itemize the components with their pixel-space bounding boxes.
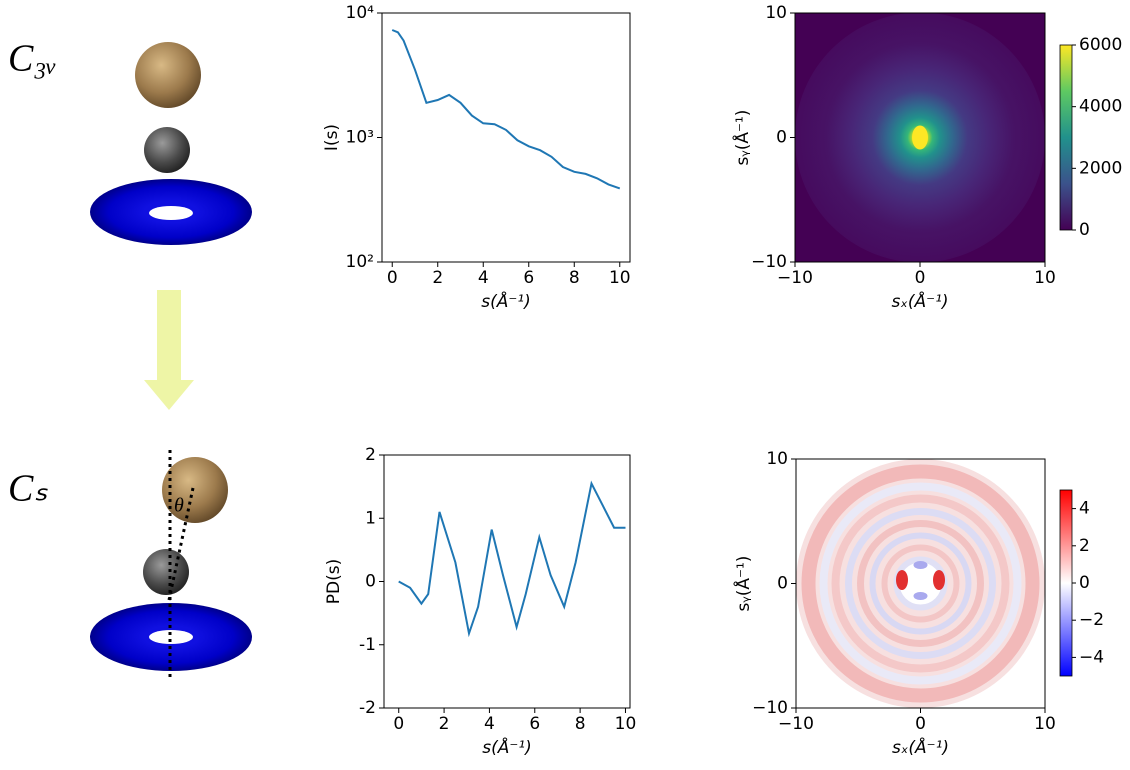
x-axis-label: sₓ(Å⁻¹) — [891, 290, 948, 312]
colorbar-tick-label: 6000 — [1079, 35, 1122, 55]
x-axis-label: sₓ(Å⁻¹) — [892, 736, 949, 758]
x-tick-label: 0 — [387, 268, 398, 288]
x-tick-label: 8 — [575, 714, 586, 734]
illustration-cs — [90, 450, 252, 680]
y-tick-label: 0 — [777, 574, 788, 594]
x-tick-label: 6 — [523, 268, 534, 288]
axes-frame — [382, 13, 630, 262]
data-line — [399, 484, 626, 634]
y-tick-label: 1 — [365, 508, 376, 528]
colorbar — [1060, 490, 1072, 676]
symmetry-label: Cₛ — [8, 468, 48, 510]
x-tick-label: 8 — [569, 268, 580, 288]
x-axis-label: s(Å⁻¹) — [482, 736, 532, 758]
symmetry-label: C₃ᵥ — [8, 38, 57, 80]
colorbar-tick-label: −4 — [1079, 647, 1104, 667]
data-line — [392, 30, 620, 188]
y-axis-label: sᵧ(Å⁻¹) — [732, 556, 754, 612]
colorbar-tick-label: 2 — [1079, 536, 1090, 556]
y-axis-label: sᵧ(Å⁻¹) — [731, 110, 753, 166]
x-tick-label: 4 — [484, 714, 495, 734]
x-tick-label: 10 — [1034, 714, 1056, 734]
colorbar-tick-label: −2 — [1079, 610, 1104, 630]
illustration-c3v — [90, 42, 252, 245]
x-tick-label: 6 — [529, 714, 540, 734]
axes-frame — [384, 455, 630, 708]
y-tick-label: 10⁴ — [346, 3, 375, 23]
x-tick-label: 2 — [439, 714, 450, 734]
y-tick-label: -2 — [359, 698, 376, 718]
x-tick-label: 0 — [393, 714, 404, 734]
x-tick-label: 0 — [915, 268, 926, 288]
y-tick-label: 10³ — [346, 128, 374, 148]
y-axis-label: PD(s) — [324, 559, 344, 604]
colorbar-tick-label: 4 — [1079, 499, 1090, 519]
x-tick-label: 2 — [432, 268, 443, 288]
colorbar — [1060, 45, 1072, 230]
x-tick-label: 10 — [609, 268, 631, 288]
angle-label: θ — [174, 495, 184, 517]
transition-arrow — [144, 290, 194, 410]
x-tick-label: 0 — [915, 714, 926, 734]
x-axis-label: s(Å⁻¹) — [481, 290, 531, 312]
colorbar-tick-label: 2000 — [1079, 158, 1122, 178]
y-tick-label: −10 — [751, 252, 787, 272]
y-tick-label: -1 — [359, 635, 376, 655]
y-tick-label: 0 — [776, 128, 787, 148]
y-tick-label: 10 — [765, 3, 787, 23]
y-tick-label: 2 — [365, 445, 376, 465]
x-tick-label: 10 — [1034, 268, 1056, 288]
y-tick-label: −10 — [752, 698, 788, 718]
colorbar-tick-label: 4000 — [1079, 97, 1122, 117]
y-tick-label: 10 — [766, 449, 788, 469]
y-tick-label: 0 — [365, 572, 376, 592]
y-tick-label: 10² — [346, 252, 374, 272]
bwr-image-decor — [796, 459, 1045, 708]
x-tick-label: 10 — [615, 714, 637, 734]
image-peak — [912, 126, 928, 150]
colorbar-tick-label: 0 — [1079, 220, 1090, 240]
figure: C₃ᵥ Cₛ θ 024681010²10³10⁴s(Å⁻¹)I(s)02000… — [0, 0, 1130, 770]
y-axis-label: I(s) — [322, 124, 342, 151]
colorbar-tick-label: 0 — [1079, 573, 1090, 593]
x-tick-label: 4 — [478, 268, 489, 288]
